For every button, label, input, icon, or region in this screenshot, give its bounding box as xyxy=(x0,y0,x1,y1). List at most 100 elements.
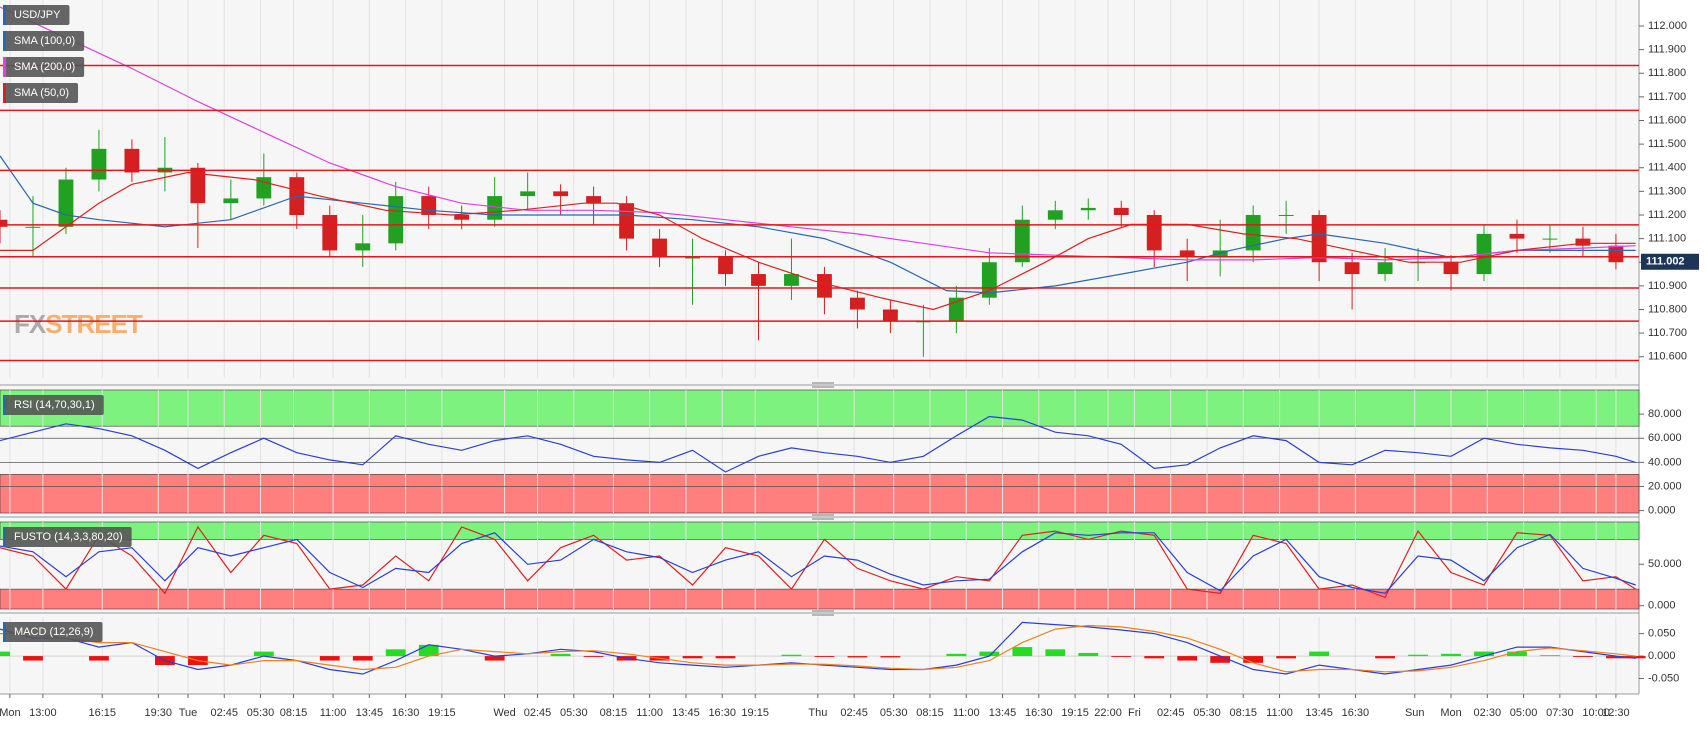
legend-label: SMA (50,0) xyxy=(14,87,69,99)
macd-line xyxy=(0,624,1636,673)
y-tick-label: 60.000 xyxy=(1648,432,1682,444)
candle-body xyxy=(1278,214,1294,216)
candle-body xyxy=(1311,214,1327,263)
x-tick-label: 19:15 xyxy=(1061,707,1089,719)
y-tick-label: 0.000 xyxy=(1648,504,1676,516)
plot-background xyxy=(0,0,1639,694)
legend-swatch xyxy=(3,5,6,25)
legend-box xyxy=(3,5,70,25)
candle-body xyxy=(1608,245,1624,263)
x-tick-label: 05:00 xyxy=(1510,707,1538,719)
histogram-bar xyxy=(319,656,340,661)
legend-box xyxy=(3,622,103,642)
x-tick-label: Mon xyxy=(1440,707,1461,719)
x-tick-label: Mon xyxy=(0,707,21,719)
candle-body xyxy=(1212,250,1228,258)
legend-label: RSI (14,70,30,1) xyxy=(14,399,95,411)
candle-body xyxy=(784,274,799,286)
candle-body xyxy=(355,243,371,251)
legend-label: USD/JPY xyxy=(14,9,61,21)
x-tick-label: 13:45 xyxy=(356,707,384,719)
x-tick-label: 13:45 xyxy=(1305,707,1333,719)
histogram-bar xyxy=(814,656,835,657)
sma-line xyxy=(0,6,1636,261)
candle-body xyxy=(1377,262,1393,275)
y-tick-label: 111.200 xyxy=(1648,209,1686,221)
x-tick-label: 13:45 xyxy=(989,707,1017,719)
x-tick-label: 05:30 xyxy=(560,707,588,719)
histogram-bar xyxy=(1573,656,1593,657)
x-tick-label: 16:30 xyxy=(1342,707,1370,719)
candle-body xyxy=(553,191,569,197)
x-tick-label: 16:30 xyxy=(392,707,420,719)
watermark-part: FX xyxy=(14,309,47,339)
histogram-bar xyxy=(418,644,439,657)
y-tick-label: 110.900 xyxy=(1648,280,1687,292)
histogram-bar xyxy=(550,653,571,657)
candle-body xyxy=(1047,210,1063,220)
legend-label: MACD (12,26,9) xyxy=(14,626,93,638)
candle-body xyxy=(850,297,865,310)
candle-body xyxy=(388,196,404,244)
candle-body xyxy=(1080,207,1096,211)
legend-box xyxy=(3,527,132,547)
y-tick-label: 111.900 xyxy=(1648,44,1686,56)
watermark: FXSTREET xyxy=(14,309,143,339)
histogram-bar xyxy=(1078,652,1099,657)
resize-handles[interactable] xyxy=(812,382,834,616)
legend-swatch xyxy=(3,83,6,103)
x-tick-label: 05:30 xyxy=(247,707,275,719)
candle-body xyxy=(223,198,239,204)
candle-body xyxy=(1179,250,1195,258)
y-tick-label: 110.800 xyxy=(1648,303,1687,315)
x-tick-label: 08:15 xyxy=(600,707,628,719)
panel: 0.000 20.000 40.000 60.000 80.000 RSI (14,70,… xyxy=(0,389,1682,516)
candle-body xyxy=(751,274,766,286)
x-tick-label: 02:30 xyxy=(1474,707,1502,719)
x-tick-label: 10:00 xyxy=(1582,707,1610,719)
histogram-bar xyxy=(1045,649,1066,657)
histogram-bar xyxy=(1210,656,1231,663)
x-tick-label: 08:15 xyxy=(1230,707,1258,719)
candle-body xyxy=(190,167,206,204)
sma-line xyxy=(0,155,1636,294)
histogram-bar xyxy=(1012,647,1033,657)
x-tick-label: 16:30 xyxy=(708,707,736,719)
x-tick-label: 13:45 xyxy=(672,707,700,719)
histogram-bar xyxy=(253,651,274,657)
indicator-line xyxy=(0,525,1637,599)
y-tick-label: 110.600 xyxy=(1648,351,1687,363)
legend-swatch xyxy=(3,622,6,642)
candle-body xyxy=(1575,238,1591,246)
legend-box xyxy=(3,83,79,103)
histogram-bar xyxy=(946,653,967,657)
histogram-bar xyxy=(1474,651,1494,657)
x-tick-label: 05:30 xyxy=(1193,707,1221,719)
overbought-zone xyxy=(0,521,1640,540)
histogram-bar xyxy=(1243,656,1264,663)
x-tick-label: Thu xyxy=(808,707,827,719)
candle-body xyxy=(1113,207,1129,215)
histogram-bar xyxy=(1111,656,1132,657)
panel: 110.600110.700110.800110.900111.000111.1… xyxy=(0,0,1699,378)
x-tick-label: 08:15 xyxy=(916,707,944,719)
candle-body xyxy=(454,214,470,220)
y-tick-label: 110.700 xyxy=(1648,327,1687,339)
legend-box xyxy=(3,57,85,77)
y-tick-label: 0.000 xyxy=(1648,650,1676,662)
histogram-bar xyxy=(1540,655,1560,657)
y-tick-label: 111.600 xyxy=(1648,114,1686,126)
histogram-bar xyxy=(352,656,373,661)
indicator-line xyxy=(0,532,1636,594)
histogram-bar xyxy=(1375,656,1395,659)
candle-body xyxy=(1443,262,1459,275)
x-tick-label: 11:00 xyxy=(636,707,663,719)
x-tick-label: 13:00 xyxy=(29,707,57,719)
x-tick-label: 22:00 xyxy=(1094,707,1122,719)
candle-body xyxy=(1014,219,1030,263)
candle-body xyxy=(487,196,503,220)
candle-body xyxy=(619,203,634,239)
x-tick-label: 08:15 xyxy=(280,707,308,719)
y-tick-label: 0.000 xyxy=(1648,600,1676,612)
